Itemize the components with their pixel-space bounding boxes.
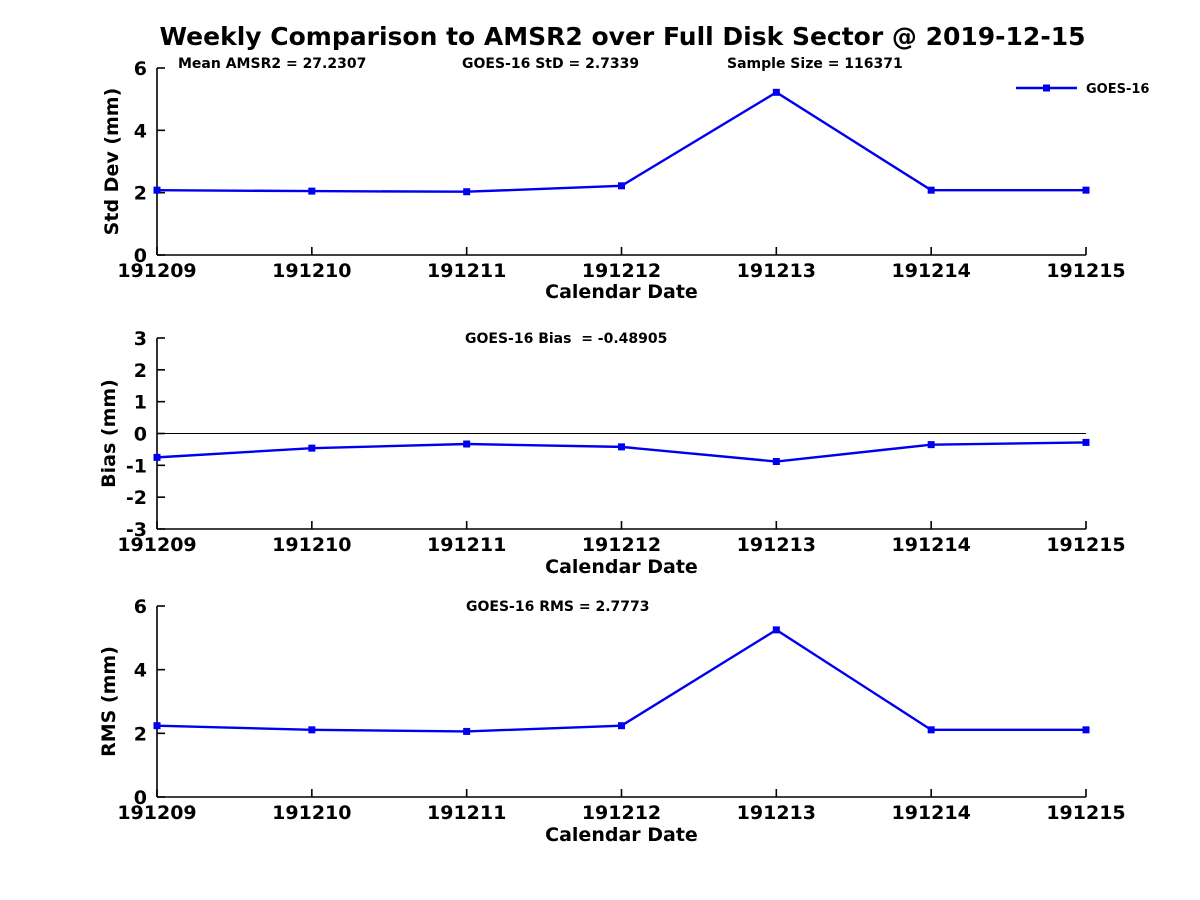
y-tick-label: 6 (134, 596, 147, 618)
x-axis-title: Calendar Date (545, 824, 698, 846)
y-tick-label: 2 (134, 183, 147, 205)
y-tick-label: -2 (126, 487, 147, 509)
figure-title: Weekly Comparison to AMSR2 over Full Dis… (159, 22, 1086, 51)
data-point-marker (308, 187, 316, 195)
data-point-marker (463, 440, 471, 448)
x-tick-label: 191215 (1046, 260, 1125, 282)
x-tick-label: 191210 (272, 802, 351, 824)
data-point-marker (618, 443, 625, 451)
y-tick-label: -3 (126, 519, 147, 541)
subplot-bias: -3 -2 -1 0 1 2 3 191209 191210 191211 191212 191213… (98, 328, 1126, 578)
subplot-rms: 0 2 4 6 191209 191210 191211 191212 191213 191214… (98, 596, 1126, 846)
x-tick-label: 191215 (1046, 534, 1125, 556)
x-tick-label: 191210 (272, 534, 351, 556)
y-tick-label: 0 (134, 787, 147, 809)
x-tick-label: 191209 (117, 802, 196, 824)
series-line (156, 628, 1086, 733)
annotation-text: Mean AMSR2 = 27.2307 (178, 56, 366, 72)
data-point-marker (153, 453, 161, 461)
y-axis-title: Bias (mm) (98, 379, 120, 488)
x-tick-label: 191212 (582, 534, 661, 556)
x-tick-label: 191210 (272, 260, 351, 282)
legend-marker-icon (1043, 84, 1050, 92)
series-line (156, 90, 1086, 193)
data-point-marker (927, 726, 935, 734)
data-point-marker (772, 626, 780, 634)
data-point-marker (1082, 726, 1090, 734)
annotation-text: Sample Size = 116371 (727, 56, 903, 72)
data-point-marker (1082, 186, 1090, 194)
data-point-marker (153, 186, 161, 194)
data-point-marker (153, 722, 161, 730)
data-point-marker (772, 458, 780, 466)
x-tick-label: 191209 (117, 534, 196, 556)
y-tick-label: 4 (134, 660, 147, 682)
y-tick-label: 6 (134, 58, 147, 80)
subplot-std-dev: 0 2 4 6 191209 191210 191211 191212 191213 191214… (101, 56, 1149, 303)
data-point-marker (772, 88, 780, 96)
y-tick-label: 4 (134, 120, 147, 142)
x-tick-label: 191212 (582, 260, 661, 282)
y-tick-label: 0 (134, 424, 147, 446)
y-axis-title: RMS (mm) (98, 646, 120, 757)
y-tick-label: 2 (134, 723, 147, 745)
data-point-marker (618, 722, 625, 730)
data-point-marker (1082, 438, 1090, 446)
y-axis-title: Std Dev (mm) (101, 88, 123, 236)
data-point-marker (463, 727, 471, 735)
data-point-marker (308, 444, 316, 452)
annotation-text: GOES-16 Bias = -0.48905 (465, 331, 667, 347)
x-tick-label: 191215 (1046, 802, 1125, 824)
y-tick-label: 2 (134, 360, 147, 382)
data-point-marker (927, 441, 935, 449)
x-axis-title: Calendar Date (545, 281, 698, 303)
annotation-text: GOES-16 RMS = 2.7773 (466, 599, 650, 615)
x-tick-label: 191209 (117, 260, 196, 282)
x-tick-label: 191211 (427, 260, 506, 282)
data-point-marker (618, 182, 625, 190)
x-tick-label: 191213 (737, 260, 816, 282)
x-tick-label: 191213 (737, 802, 816, 824)
annotation-text: GOES-16 StD = 2.7339 (462, 56, 639, 72)
data-point-marker (463, 188, 471, 196)
x-tick-label: 191213 (737, 534, 816, 556)
legend: GOES-16 (1016, 82, 1149, 97)
x-tick-label: 191214 (892, 802, 971, 824)
y-tick-label: 0 (134, 245, 147, 267)
x-tick-label: 191214 (892, 260, 971, 282)
data-point-marker (308, 726, 316, 734)
y-tick-label: 3 (134, 328, 147, 350)
x-tick-label: 191211 (427, 534, 506, 556)
x-axis-title: Calendar Date (545, 556, 698, 578)
data-point-marker (927, 186, 935, 194)
y-tick-label: 1 (134, 392, 147, 414)
x-tick-label: 191212 (582, 802, 661, 824)
x-tick-label: 191211 (427, 802, 506, 824)
x-tick-label: 191214 (892, 534, 971, 556)
legend-label: GOES-16 (1086, 82, 1149, 97)
y-tick-label: -1 (126, 455, 147, 477)
